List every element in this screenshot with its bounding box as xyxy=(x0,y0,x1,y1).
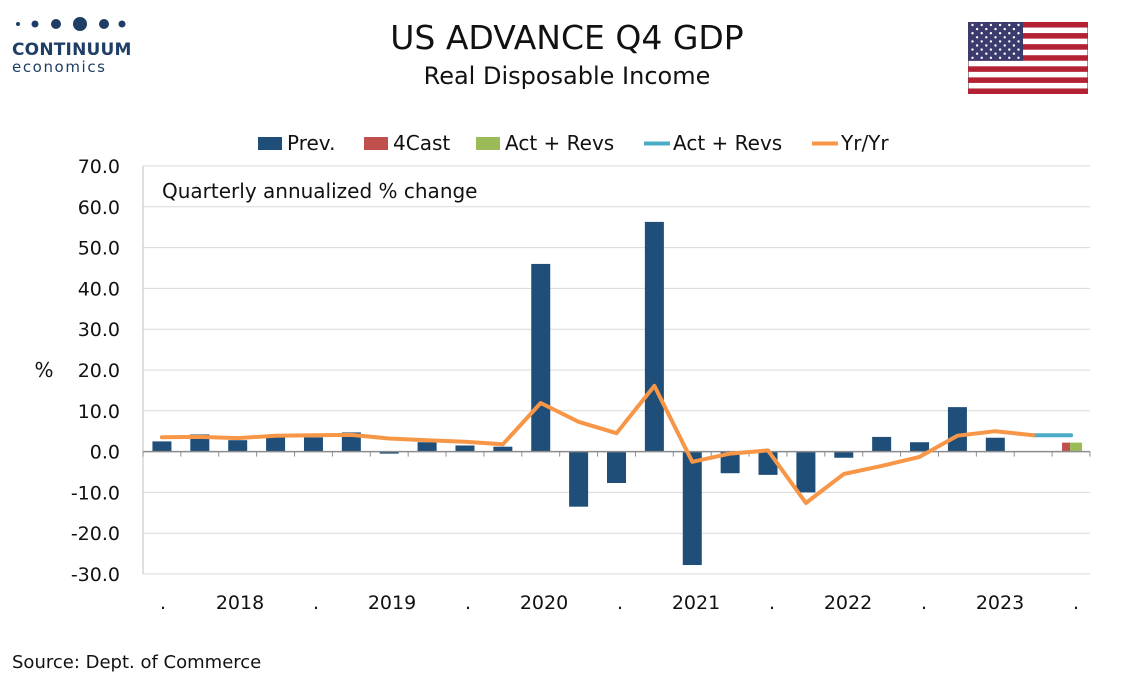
legend-swatch xyxy=(258,137,282,150)
x-tick-label: 2019 xyxy=(368,592,416,614)
legend-label: Prev. xyxy=(287,131,335,155)
bar-prev xyxy=(228,440,248,452)
bar-prev xyxy=(682,451,702,566)
bar-prev xyxy=(266,435,286,452)
y-tick-label: 50.0 xyxy=(78,238,120,260)
y-tick-label: 20.0 xyxy=(78,360,120,382)
y-tick-label: 0.0 xyxy=(90,442,120,464)
us-flag-icon xyxy=(968,22,1088,94)
logo-dots-icon xyxy=(16,17,126,31)
x-tick-label: 2018 xyxy=(216,592,264,614)
bar-4cast xyxy=(1062,442,1071,452)
legend-swatch xyxy=(476,137,500,150)
x-tick-label: . xyxy=(313,592,319,614)
chart-annotation: Quarterly annualized % change xyxy=(162,179,478,203)
bar-prev xyxy=(947,407,967,452)
bar-prev xyxy=(569,451,589,507)
logo: CONTINUUM economics xyxy=(12,14,142,76)
bar-prev xyxy=(910,442,930,452)
x-tick-label: 2020 xyxy=(520,592,568,614)
bar-prev xyxy=(152,441,172,452)
legend-swatch xyxy=(364,137,388,150)
bar-prev xyxy=(417,442,437,452)
bar-act-revs xyxy=(1070,442,1083,452)
y-tick-label: 70.0 xyxy=(78,156,120,178)
x-tick-label: 2022 xyxy=(824,592,872,614)
y-tick-label: -30.0 xyxy=(71,564,120,586)
bar-prev xyxy=(607,451,626,484)
logo-sub: economics xyxy=(12,58,107,76)
page-subtitle: Real Disposable Income xyxy=(423,62,711,90)
x-tick-label: . xyxy=(617,592,623,614)
x-tick-label: . xyxy=(160,592,166,614)
y-tick-label: 30.0 xyxy=(78,319,120,341)
bar-prev xyxy=(796,451,816,493)
logo-name: CONTINUUM xyxy=(12,40,132,60)
legend-label: 4Cast xyxy=(393,131,450,155)
x-tick-label: 2023 xyxy=(976,592,1024,614)
y-axis-label: % xyxy=(34,358,53,382)
y-tick-label: -20.0 xyxy=(71,523,120,545)
bar-prev xyxy=(455,445,475,452)
legend-label: Act + Revs xyxy=(673,131,782,155)
bar-prev xyxy=(834,451,854,458)
x-tick-label: . xyxy=(921,592,927,614)
x-tick-label: . xyxy=(769,592,775,614)
line-yr-yr xyxy=(159,383,1036,505)
bar-prev xyxy=(303,437,323,452)
y-tick-label: 60.0 xyxy=(78,197,120,219)
bar-prev xyxy=(985,437,1005,452)
bar-prev xyxy=(758,451,778,475)
bar-prev xyxy=(531,263,551,452)
x-tick-label: . xyxy=(1073,592,1079,614)
x-tick-label: . xyxy=(465,592,471,614)
legend-label: Yr/Yr xyxy=(840,131,889,155)
source-note: Source: Dept. of Commerce xyxy=(12,652,262,673)
bar-prev xyxy=(379,451,399,454)
bar-prev xyxy=(720,451,740,474)
bar-prev xyxy=(872,436,892,452)
bar-prev xyxy=(493,446,513,452)
legend-label: Act + Revs xyxy=(505,131,614,155)
bar-prev xyxy=(644,221,664,452)
x-tick-label: 2021 xyxy=(672,592,720,614)
y-tick-label: 10.0 xyxy=(78,401,120,423)
page-title: US ADVANCE Q4 GDP xyxy=(390,18,744,57)
y-tick-label: -10.0 xyxy=(71,482,120,504)
y-tick-label: 40.0 xyxy=(78,278,120,300)
